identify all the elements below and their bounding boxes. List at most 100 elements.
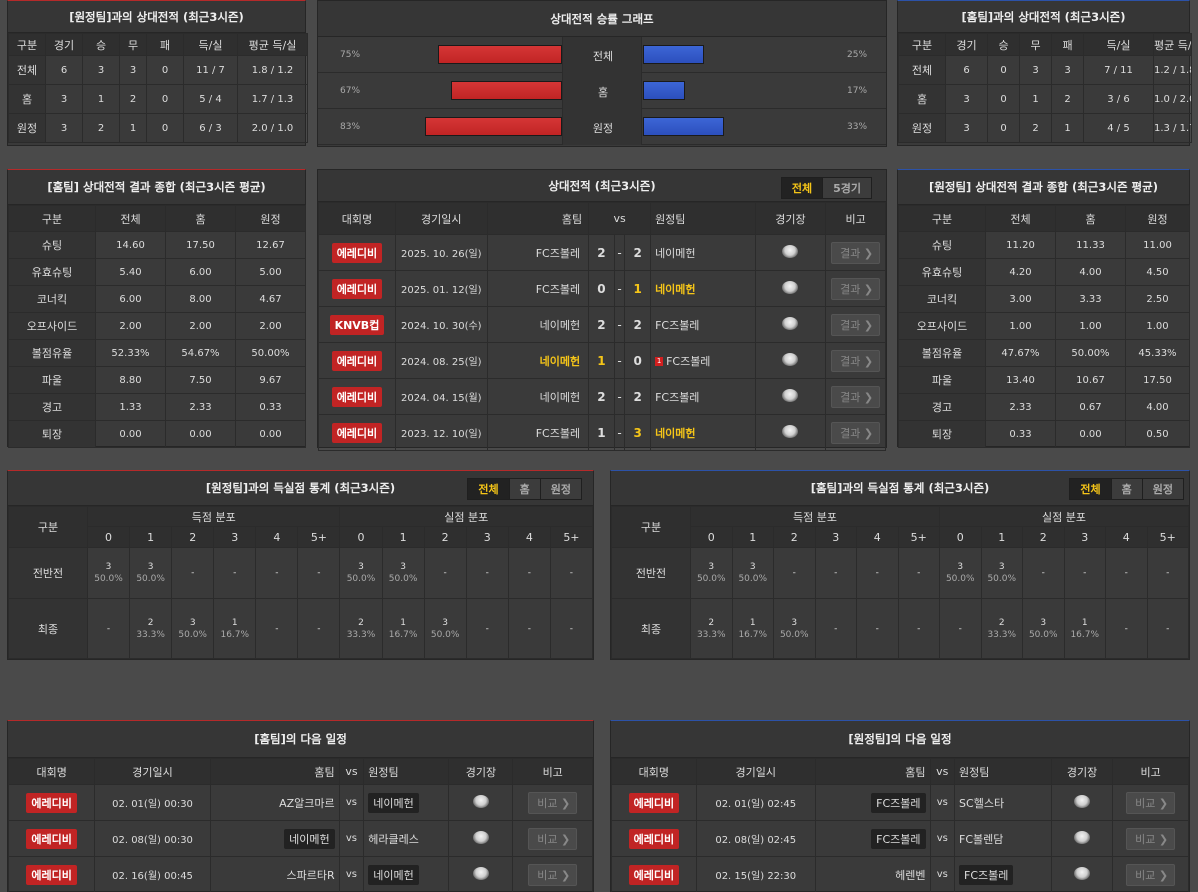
tab-away[interactable]: 원정 xyxy=(1142,479,1183,499)
distribution-cell: - xyxy=(86,598,131,659)
home-winrate: 83% xyxy=(340,122,361,132)
stadium-icon[interactable] xyxy=(782,280,799,294)
count-value: - xyxy=(834,623,838,634)
tab-all[interactable]: 전체 xyxy=(781,178,824,198)
tab-home[interactable]: 홈 xyxy=(509,479,541,499)
goal-count-header: 0 xyxy=(939,526,982,548)
stat-value: 7 / 11 xyxy=(1083,55,1154,85)
stadium-icon[interactable] xyxy=(1074,866,1091,880)
stat-value: 50.00% xyxy=(1055,339,1126,367)
home-score: 0 xyxy=(597,281,606,296)
stat-value: 45.33% xyxy=(1125,339,1190,367)
vs-cell: vs xyxy=(929,856,956,892)
compare-button[interactable]: 비교 ❯ xyxy=(528,827,578,850)
distribution-cell: 1 16.7% xyxy=(381,598,425,659)
stadium-icon[interactable] xyxy=(782,316,799,330)
compare-button[interactable]: 비교 ❯ xyxy=(1126,863,1176,886)
tab-all[interactable]: 전체 xyxy=(468,479,510,499)
result-button[interactable]: 결과 ❯ xyxy=(831,277,881,300)
stat-value: 12.67 xyxy=(235,231,306,259)
table-row: 볼점유율 47.67% 50.00% 45.33% xyxy=(898,339,1190,367)
stat-value: 6 / 3 xyxy=(183,113,238,143)
goals-home-tabs: 전체 홈 원정 xyxy=(1069,478,1184,500)
count-value: - xyxy=(275,623,279,634)
compare-button[interactable]: 비교 ❯ xyxy=(1126,791,1176,814)
goals-home-title: [홈팀]과의 득실점 통계 (최근3시즌) 전체 홈 원정 xyxy=(611,471,1189,506)
venue-cell xyxy=(448,784,514,821)
away-team: 헤라클레스 xyxy=(368,832,419,846)
result-button[interactable]: 결과 ❯ xyxy=(831,241,881,264)
compare-button[interactable]: 비교 ❯ xyxy=(1126,827,1176,850)
stat-value: 6 xyxy=(45,55,83,85)
count-value: 3 xyxy=(147,562,154,572)
count-value: - xyxy=(1083,568,1087,578)
stadium-icon[interactable] xyxy=(1074,830,1091,844)
stat-value: 1.7 / 1.3 xyxy=(237,84,308,114)
result-button[interactable]: 결과 ❯ xyxy=(831,421,881,444)
goal-count-header: 4 xyxy=(507,526,551,548)
compare-button[interactable]: 비교 ❯ xyxy=(528,791,578,814)
h2h-away-title: [원정팀]과의 상대전적 (최근3시즌) xyxy=(8,1,305,33)
result-button[interactable]: 결과 ❯ xyxy=(831,385,881,408)
stat-value: 2.50 xyxy=(1125,285,1190,313)
stat-value: 8.80 xyxy=(95,366,166,394)
goal-count-header: 3 xyxy=(465,526,509,548)
distribution-cell: - xyxy=(507,547,551,599)
table-row: 슈팅 11.20 11.33 11.00 xyxy=(898,231,1190,259)
tab-home[interactable]: 홈 xyxy=(1111,479,1143,499)
away-team: FC즈볼레 xyxy=(959,864,1014,885)
compare-button[interactable]: 비교 ❯ xyxy=(528,863,578,886)
league-cell: 에레디비 xyxy=(611,820,697,857)
stat-value: 5 / 4 xyxy=(183,84,238,114)
stadium-icon[interactable] xyxy=(472,794,489,808)
stadium-icon[interactable] xyxy=(782,388,799,402)
red-card-icon: 1 xyxy=(655,357,664,366)
league-badge: 에레디비 xyxy=(628,864,680,885)
stat-value: 3 xyxy=(945,84,988,114)
row-label: 경고 xyxy=(8,393,96,421)
result-button[interactable]: 결과 ❯ xyxy=(831,349,881,372)
column-header: 패 xyxy=(146,33,184,56)
vs-label: vs xyxy=(345,833,358,844)
tab-all[interactable]: 전체 xyxy=(1070,479,1112,499)
row-label: 퇴장 xyxy=(898,420,986,448)
league-badge: 에레디비 xyxy=(331,242,383,263)
table-row: 전체 6 0 3 3 7 / 11 1.2 / 1.8 xyxy=(898,55,1192,85)
home-cell: 네이메헌 xyxy=(486,378,590,415)
stadium-icon[interactable] xyxy=(472,866,489,880)
schedule-row: 에레디비 02. 16(월) 00:45 스파르타R vs 네이메헌 비교 ❯ xyxy=(7,856,593,892)
result-button[interactable]: 결과 ❯ xyxy=(831,313,881,336)
stat-value: 1.3 / 1.7 xyxy=(1153,113,1192,143)
column-header-venue: 경기장 xyxy=(754,202,827,235)
tab-5-games[interactable]: 5경기 xyxy=(823,178,871,198)
stat-value: 1 xyxy=(119,113,147,143)
stadium-icon[interactable] xyxy=(782,424,799,438)
next-away-title: [원정팀]의 다음 일정 xyxy=(611,721,1189,758)
goal-count-header: 4 xyxy=(856,526,899,548)
stadium-icon[interactable] xyxy=(472,830,489,844)
row-label: 원정 xyxy=(8,113,46,143)
away-winrate: 25% xyxy=(847,50,868,60)
goal-count-header: 1 xyxy=(731,526,774,548)
date-cell: 02. 01(일) 00:30 xyxy=(94,784,211,821)
score-sep: - xyxy=(613,306,626,343)
count-value: - xyxy=(106,623,111,634)
tab-away[interactable]: 원정 xyxy=(540,479,581,499)
score-sep: - xyxy=(613,378,626,415)
percent-value: 50.0% xyxy=(388,574,418,584)
distribution-cell: 3 50.0% xyxy=(423,598,467,659)
stadium-icon[interactable] xyxy=(782,352,799,366)
column-header: 홈 xyxy=(1055,205,1126,232)
percent-value: 50.0% xyxy=(94,574,123,584)
score-sep: - xyxy=(613,234,626,271)
date-cell: 2023. 12. 10(일) xyxy=(394,414,488,451)
away-team: 네이메헌 xyxy=(368,864,419,885)
stadium-icon[interactable] xyxy=(1074,794,1091,808)
stadium-icon[interactable] xyxy=(782,244,799,258)
stat-value: 0.33 xyxy=(985,420,1056,448)
vs-cell: vs xyxy=(929,784,956,821)
header-row: 0 1 2 3 4 5+ 0 1 2 3 4 5+ xyxy=(612,526,1189,548)
away-winrate-bar xyxy=(643,45,705,64)
row-label: 오프사이드 xyxy=(898,312,986,340)
